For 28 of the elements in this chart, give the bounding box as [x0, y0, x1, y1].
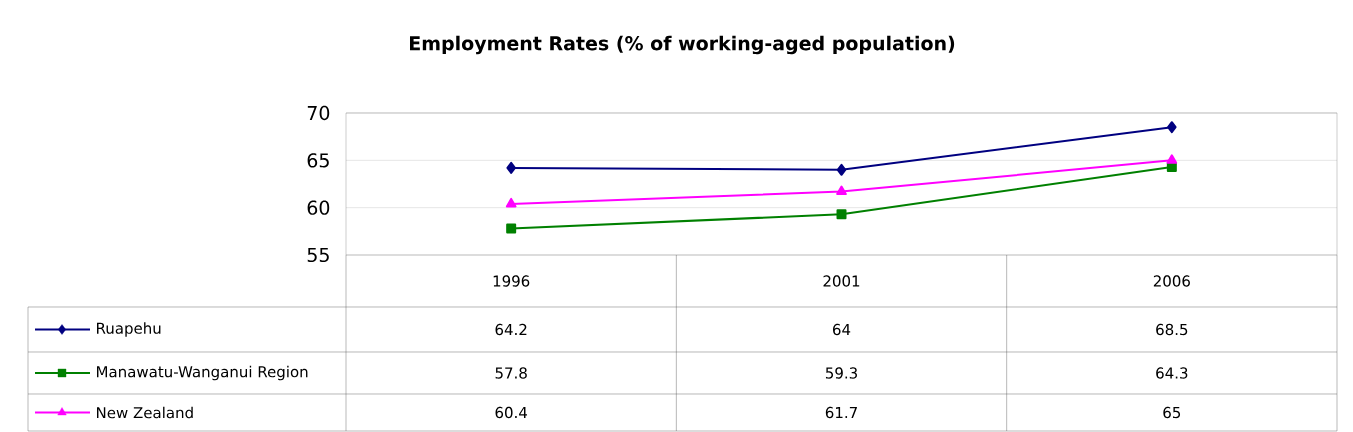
point: [505, 197, 517, 208]
legend-label: Ruapehu: [97, 322, 161, 337]
data-label: 60.4: [495, 406, 528, 419]
point: [506, 161, 516, 174]
point: [836, 185, 847, 196]
y-tick-label: 60: [307, 200, 330, 215]
x-tick-label: 2006: [1153, 275, 1190, 287]
x-tick-label: 1996: [493, 275, 530, 287]
point: [836, 209, 847, 220]
point: [1166, 154, 1178, 164]
y-tick-label: 65: [307, 153, 329, 168]
data-label: 57.8: [495, 367, 527, 379]
data-label: 61.7: [825, 406, 857, 419]
data-label: 59.3: [825, 367, 857, 379]
chart-title: Employment Rates (% of working-aged population): [410, 35, 955, 55]
point: [836, 163, 847, 176]
x-tick-label: 2001: [823, 275, 860, 287]
point: [1167, 121, 1177, 134]
data-label: 68.5: [1156, 323, 1188, 336]
y-tick-label: 55: [307, 247, 329, 263]
data-label: 64.3: [1156, 367, 1188, 379]
point: [506, 223, 517, 234]
y-tick-label: 70: [307, 105, 330, 121]
legend-label: Manawatu-Wanganui Region: [97, 365, 308, 381]
legend-label: New Zealand: [97, 406, 193, 419]
data-label: 64: [833, 323, 851, 336]
data-label: 64.2: [495, 323, 527, 336]
data-label: 65: [1163, 406, 1181, 419]
